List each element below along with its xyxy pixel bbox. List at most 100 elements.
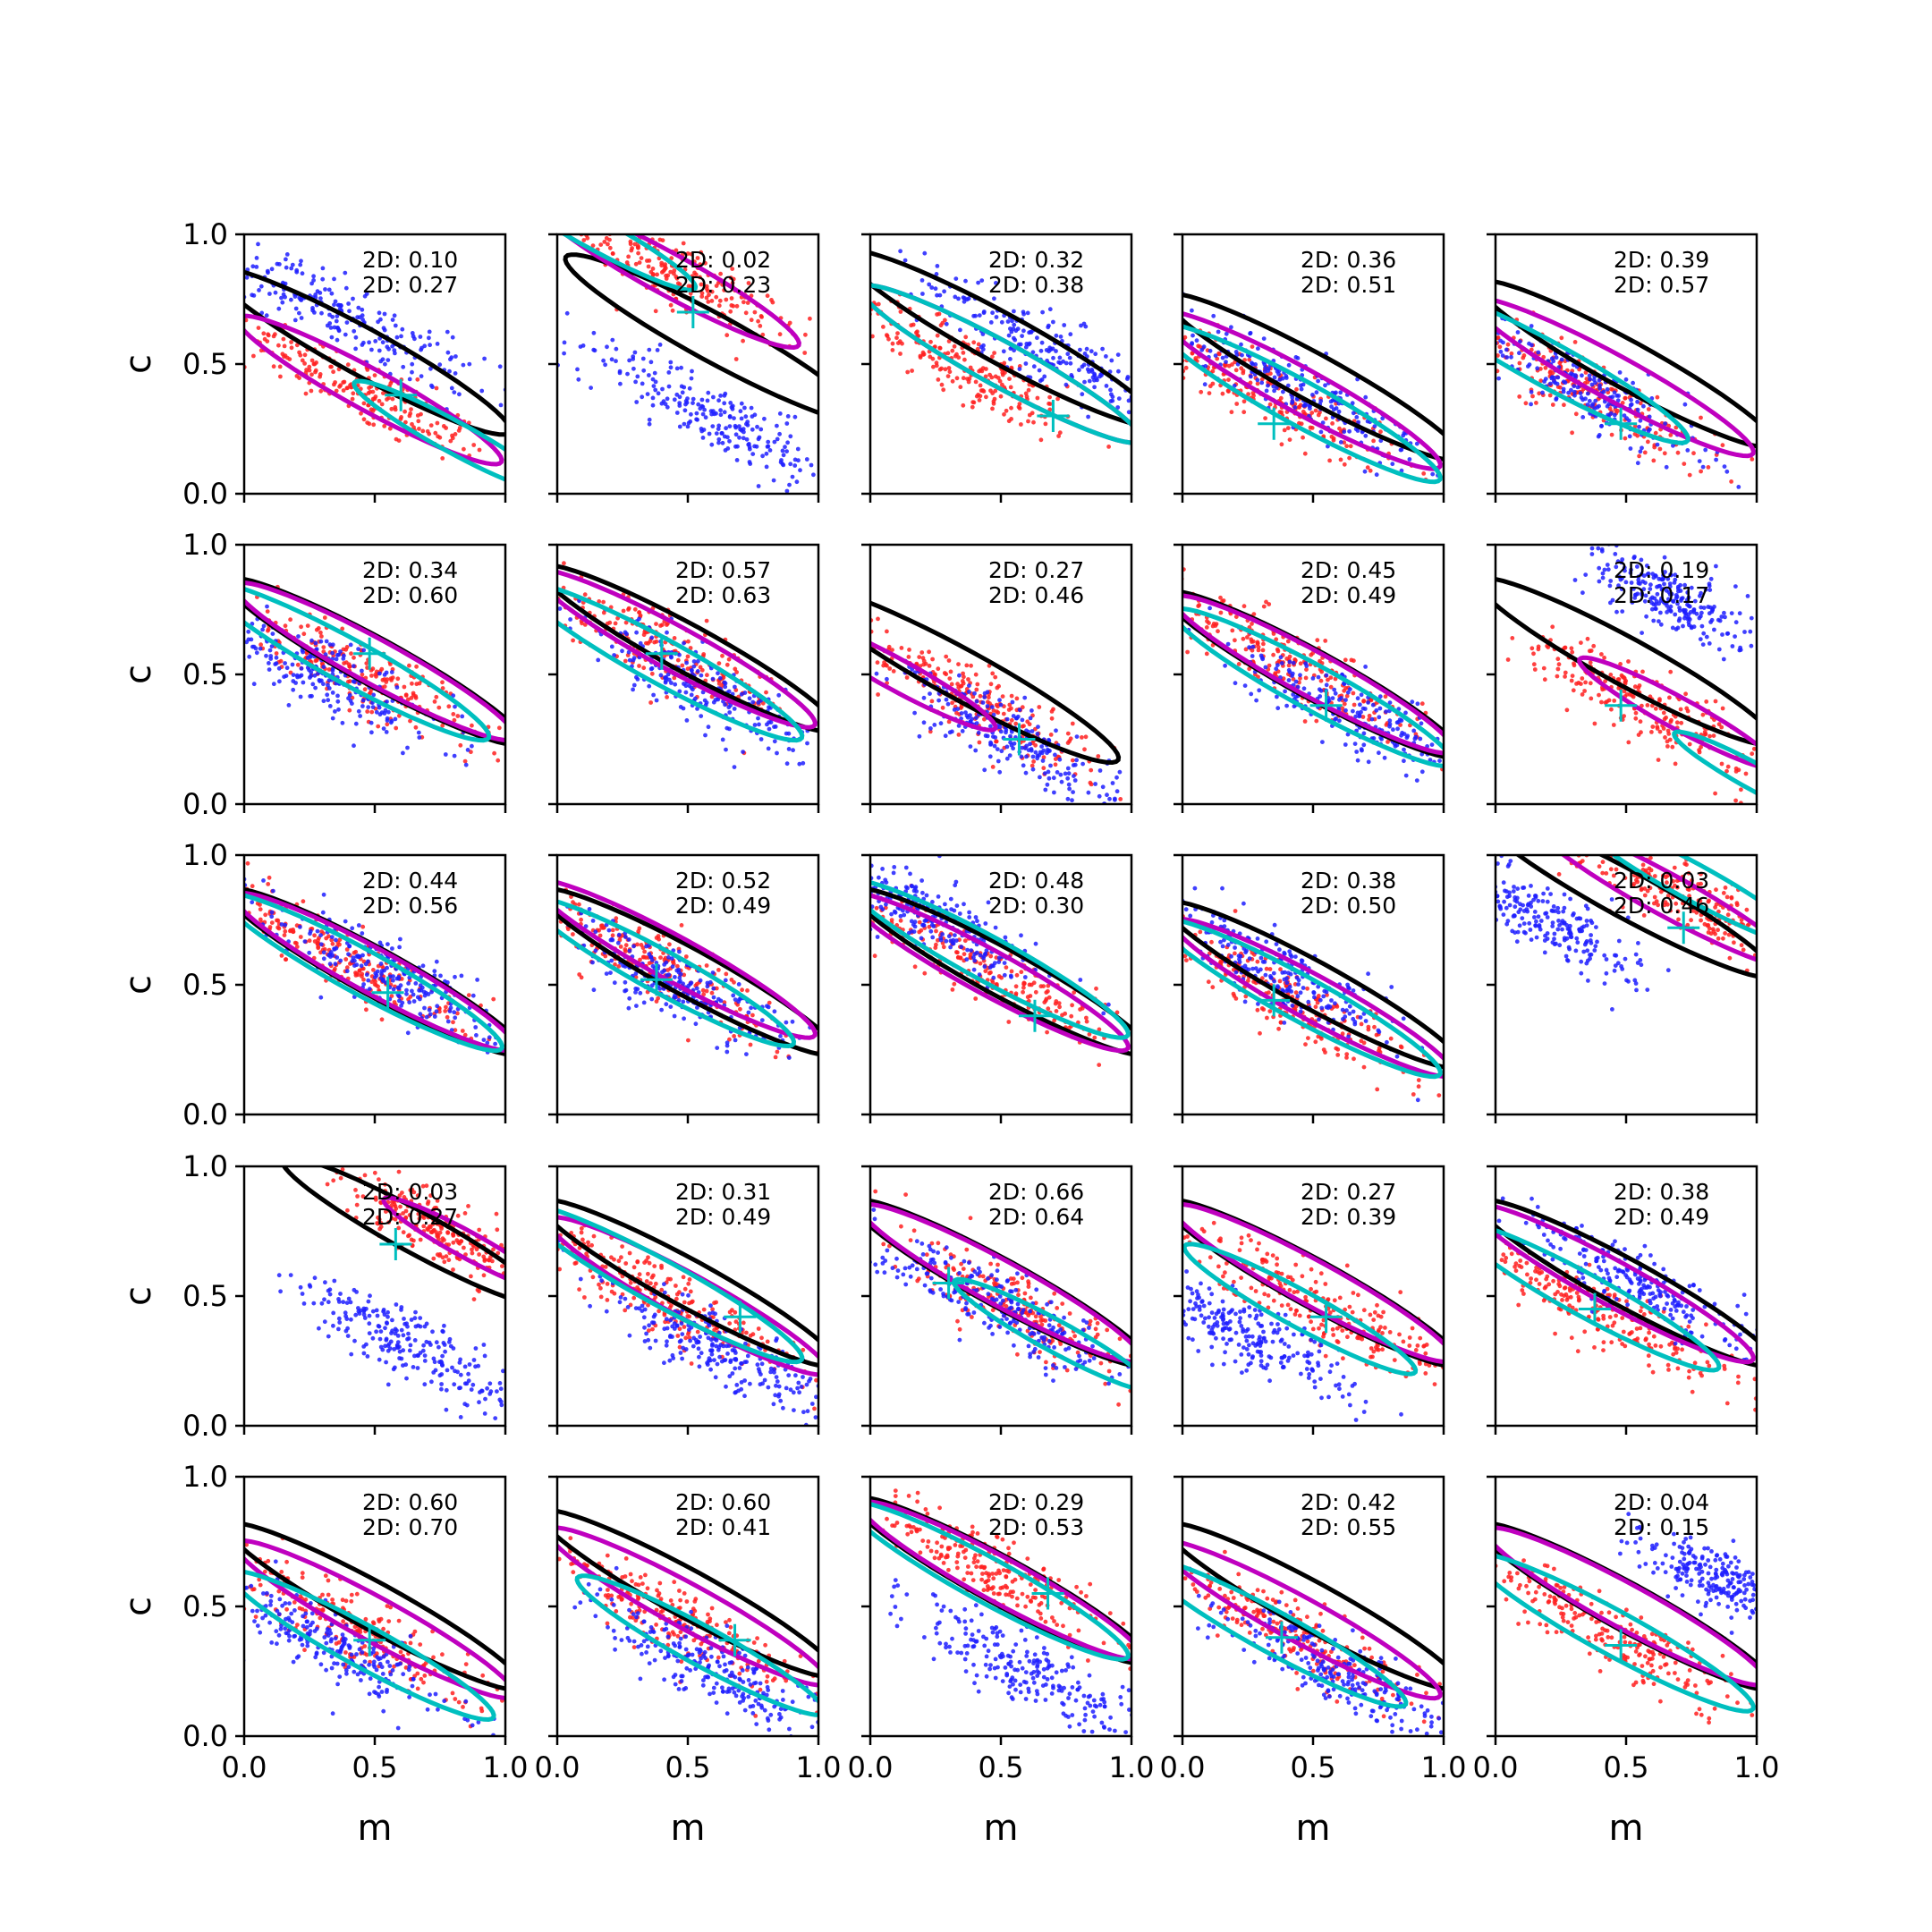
blue-point bbox=[482, 356, 487, 361]
blue-point bbox=[271, 682, 276, 687]
panel-plot-area bbox=[244, 860, 505, 1056]
panel-plot-area bbox=[194, 577, 505, 767]
blue-point bbox=[1225, 641, 1231, 647]
red-point bbox=[298, 935, 303, 939]
red-point bbox=[1622, 689, 1627, 694]
blue-point bbox=[1326, 444, 1330, 449]
blue-point bbox=[344, 320, 350, 325]
blue-point bbox=[784, 731, 789, 736]
blue-point bbox=[758, 427, 764, 432]
red-point bbox=[571, 638, 575, 643]
blue-point bbox=[435, 342, 440, 346]
red-point bbox=[1702, 729, 1707, 734]
best-fit-marker bbox=[353, 637, 386, 670]
blue-point bbox=[626, 649, 631, 655]
red-point bbox=[1233, 368, 1239, 373]
blue-point bbox=[603, 362, 607, 368]
red-point bbox=[1037, 705, 1042, 709]
blue-point bbox=[1355, 428, 1360, 433]
red-point bbox=[601, 610, 606, 615]
red-point bbox=[1250, 648, 1255, 653]
red-point bbox=[947, 676, 953, 681]
red-point bbox=[1636, 685, 1641, 691]
blue-point bbox=[955, 707, 961, 711]
red-point bbox=[194, 589, 199, 594]
red-point bbox=[589, 227, 593, 232]
red-point bbox=[420, 428, 426, 434]
red-point bbox=[650, 272, 656, 276]
blue-point bbox=[610, 337, 615, 343]
blue-point bbox=[1254, 698, 1258, 703]
blue-point bbox=[1617, 574, 1622, 580]
red-point bbox=[920, 350, 926, 355]
red-point bbox=[637, 260, 642, 265]
blue-point bbox=[280, 300, 285, 305]
red-point bbox=[1473, 367, 1478, 371]
blue-point bbox=[742, 691, 748, 695]
red-point bbox=[720, 653, 724, 658]
red-point bbox=[1588, 681, 1593, 686]
blue-point bbox=[703, 415, 708, 420]
blue-point bbox=[1223, 663, 1227, 668]
blue-point bbox=[1588, 535, 1592, 539]
red-point bbox=[961, 351, 966, 355]
red-point bbox=[1724, 768, 1729, 774]
red-point bbox=[1713, 791, 1717, 796]
red-point bbox=[803, 332, 808, 337]
red-point bbox=[1234, 402, 1240, 406]
red-point bbox=[361, 417, 367, 422]
red-point bbox=[276, 343, 281, 348]
panel-plot-area bbox=[1473, 279, 1757, 489]
blue-point bbox=[933, 286, 938, 292]
blue-point bbox=[635, 374, 640, 379]
red-point bbox=[928, 339, 933, 344]
red-point bbox=[1651, 458, 1657, 463]
score-annotation: 2D: 0.57 bbox=[1614, 272, 1709, 298]
blue-point bbox=[1371, 736, 1377, 741]
blue-point bbox=[225, 631, 229, 635]
red-point bbox=[973, 672, 979, 677]
blue-point bbox=[1239, 342, 1243, 347]
blue-point bbox=[666, 384, 672, 389]
red-point bbox=[1570, 430, 1574, 436]
red-point bbox=[1368, 698, 1374, 703]
blue-point bbox=[977, 313, 982, 318]
blue-point bbox=[1612, 390, 1617, 395]
blue-point bbox=[1632, 555, 1637, 559]
blue-point bbox=[461, 362, 466, 368]
red-point bbox=[1743, 771, 1749, 776]
cyan-contour bbox=[1672, 729, 1757, 796]
red-point bbox=[1663, 735, 1667, 740]
blue-point bbox=[1259, 380, 1265, 386]
blue-point bbox=[575, 367, 580, 372]
blue-point bbox=[1004, 744, 1010, 750]
red-point bbox=[302, 352, 308, 358]
blue-point bbox=[703, 733, 708, 738]
blue-point bbox=[1749, 643, 1754, 648]
red-point bbox=[1271, 631, 1276, 636]
blue-point bbox=[1640, 592, 1645, 597]
blue-point bbox=[1008, 357, 1013, 361]
blue-point bbox=[742, 405, 747, 411]
blue-point bbox=[1638, 581, 1642, 586]
red-point bbox=[946, 366, 952, 370]
blue-point bbox=[321, 682, 326, 687]
blue-point bbox=[633, 379, 638, 385]
blue-point bbox=[796, 458, 801, 463]
red-point bbox=[653, 309, 658, 314]
red-point bbox=[309, 372, 314, 377]
blue-point bbox=[1748, 629, 1753, 634]
red-point bbox=[1683, 691, 1688, 697]
blue-point bbox=[1263, 365, 1267, 370]
red-point bbox=[689, 251, 694, 257]
red-point bbox=[1517, 360, 1522, 366]
blue-point bbox=[1067, 786, 1072, 792]
blue-point bbox=[1104, 384, 1109, 388]
blue-point bbox=[1596, 538, 1600, 542]
red-point bbox=[1173, 338, 1177, 343]
red-point bbox=[448, 438, 453, 444]
blue-point bbox=[1445, 757, 1450, 761]
blue-point bbox=[377, 712, 383, 717]
red-point bbox=[1148, 346, 1153, 351]
